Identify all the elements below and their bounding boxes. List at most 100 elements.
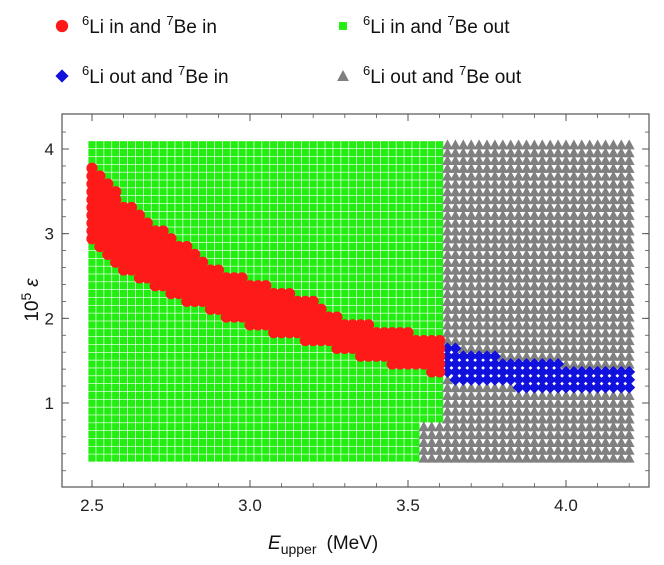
point-in-in bbox=[299, 311, 311, 323]
point-in-out bbox=[341, 250, 349, 259]
point-out-out bbox=[489, 429, 501, 440]
point-in-out bbox=[96, 258, 104, 266]
point-in-out bbox=[159, 203, 167, 212]
point-out-out bbox=[473, 202, 485, 213]
point-out-out bbox=[560, 358, 572, 369]
point-out-out bbox=[623, 202, 635, 213]
point-in-out bbox=[396, 407, 404, 415]
point-in-out bbox=[436, 141, 444, 149]
series-out-in bbox=[441, 342, 636, 394]
point-out-out bbox=[529, 139, 540, 150]
point-in-out bbox=[285, 242, 294, 251]
point-in-out bbox=[262, 219, 270, 227]
point-in-out bbox=[404, 258, 412, 266]
point-out-out bbox=[473, 217, 485, 228]
point-out-out bbox=[552, 405, 564, 416]
point-out-out bbox=[457, 397, 469, 408]
point-in-in bbox=[181, 272, 193, 284]
point-in-in bbox=[426, 358, 438, 370]
point-out-out bbox=[615, 170, 627, 181]
point-in-out bbox=[333, 188, 341, 196]
point-out-out bbox=[623, 233, 635, 244]
point-out-out bbox=[592, 217, 603, 228]
point-in-out bbox=[262, 203, 270, 212]
point-in-out bbox=[159, 430, 167, 439]
point-in-out bbox=[183, 219, 191, 227]
point-out-out bbox=[521, 335, 532, 346]
point-in-out bbox=[357, 383, 365, 392]
point-out-out bbox=[544, 319, 556, 330]
point-out-out bbox=[513, 405, 524, 416]
point-out-out bbox=[513, 186, 524, 197]
point-in-out bbox=[420, 258, 428, 266]
point-in-out bbox=[104, 148, 112, 157]
point-in-out bbox=[120, 344, 128, 352]
point-out-in bbox=[607, 381, 620, 394]
point-in-out bbox=[230, 423, 238, 431]
y-tick-label: 2 bbox=[45, 309, 54, 328]
point-in-out bbox=[246, 407, 254, 415]
point-in-in bbox=[252, 280, 264, 292]
point-in-out bbox=[214, 336, 222, 345]
point-in-out bbox=[88, 250, 96, 259]
point-out-out bbox=[457, 194, 469, 205]
point-in-out bbox=[364, 289, 373, 298]
point-out-out bbox=[521, 389, 532, 400]
point-in-in bbox=[362, 327, 375, 339]
point-in-out bbox=[270, 164, 278, 172]
point-in-out bbox=[420, 391, 428, 399]
point-in-out bbox=[309, 164, 317, 172]
point-in-out bbox=[127, 446, 136, 454]
point-in-out bbox=[246, 423, 254, 431]
point-out-in bbox=[560, 373, 572, 386]
point-in-in bbox=[204, 303, 217, 315]
point-in-out bbox=[436, 235, 444, 243]
point-out-out bbox=[465, 429, 477, 440]
point-in-out bbox=[293, 148, 301, 157]
point-in-out bbox=[364, 399, 373, 407]
point-out-out bbox=[434, 444, 445, 455]
point-in-out bbox=[341, 266, 349, 274]
point-in-out bbox=[341, 211, 349, 219]
point-out-out bbox=[568, 241, 580, 252]
point-in-out bbox=[246, 336, 254, 345]
point-in-out bbox=[357, 227, 365, 235]
point-in-out bbox=[404, 250, 412, 259]
point-in-out bbox=[357, 399, 365, 407]
point-in-in bbox=[125, 209, 138, 221]
point-out-out bbox=[450, 382, 461, 393]
point-in-out bbox=[388, 172, 396, 180]
point-in-out bbox=[151, 188, 159, 196]
point-in-out bbox=[357, 407, 365, 415]
point-in-in bbox=[181, 287, 193, 300]
point-in-out bbox=[436, 297, 444, 305]
point-out-out bbox=[592, 389, 603, 400]
point-in-in bbox=[94, 225, 106, 237]
point-in-out bbox=[357, 423, 365, 431]
point-in-out bbox=[412, 391, 420, 399]
point-out-out bbox=[552, 280, 564, 291]
point-in-out bbox=[246, 446, 254, 454]
point-out-out bbox=[442, 436, 453, 447]
point-out-out bbox=[600, 288, 611, 299]
point-out-out bbox=[442, 217, 453, 228]
point-in-out bbox=[436, 258, 444, 266]
point-out-out bbox=[497, 225, 509, 236]
point-in-out bbox=[325, 438, 333, 446]
point-in-out bbox=[238, 407, 246, 415]
point-in-out bbox=[159, 289, 167, 298]
point-in-out bbox=[270, 156, 278, 165]
point-in-out bbox=[364, 430, 373, 439]
point-out-out bbox=[465, 303, 477, 314]
point-out-out bbox=[521, 264, 532, 275]
point-in-out bbox=[341, 313, 349, 321]
point-out-out bbox=[608, 444, 619, 455]
point-out-out bbox=[584, 147, 596, 158]
point-out-out bbox=[505, 217, 517, 228]
point-out-out bbox=[489, 280, 501, 291]
point-in-out bbox=[159, 415, 167, 423]
point-out-out bbox=[426, 452, 438, 463]
point-out-out bbox=[505, 170, 517, 181]
point-out-out bbox=[608, 452, 619, 463]
point-in-out bbox=[151, 164, 159, 172]
